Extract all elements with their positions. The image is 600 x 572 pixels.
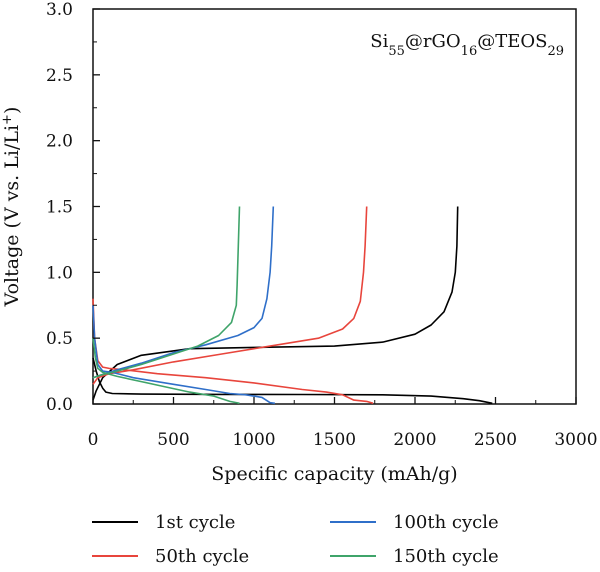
annotation-subscript: 55 (388, 44, 405, 59)
annotation-text: Si (370, 31, 388, 52)
x-tick-label: 2500 (474, 430, 517, 450)
series-1st-cycle-discharge (92, 357, 493, 405)
legend-label-150th-cycle: 150th cycle (393, 546, 499, 567)
annotation-subscript: 16 (461, 44, 478, 59)
y-tick-label: 1.0 (46, 263, 73, 283)
y-axis-title: Voltage (V vs. Li/Li+) (0, 107, 23, 308)
x-tick-label: 500 (157, 430, 189, 450)
legend-item-1st-cycle: 1st cycle (92, 512, 235, 533)
legend-item-100th-cycle: 100th cycle (330, 512, 499, 533)
legend-item-150th-cycle: 150th cycle (330, 546, 499, 567)
x-tick-label: 1500 (313, 430, 356, 450)
series-150th-cycle-charge (92, 206, 241, 379)
y-tick-label: 0.5 (46, 329, 73, 349)
annotation-text: @TEOS (477, 31, 547, 52)
series-layer (92, 206, 493, 405)
annotation-text: @rGO (405, 31, 461, 52)
y-tick-label: 1.5 (46, 198, 73, 218)
series-150th-cycle-discharge (92, 338, 240, 405)
y-tick-label: 0.0 (46, 395, 73, 415)
series-1st-cycle-charge (92, 206, 459, 401)
sample-annotation: Si55@rGO16@TEOS29 (370, 31, 564, 59)
x-tick-label: 1000 (232, 430, 275, 450)
y-tick-label: 2.5 (46, 66, 73, 86)
x-tick-label: 3000 (554, 430, 597, 450)
ticks-layer: 0 500 1000 1500 2000 2500 3000 0.0 0.5 1.0 1.5 2.0 2… (46, 0, 598, 450)
plot-frame (92, 8, 577, 405)
legend-item-50th-cycle: 50th cycle (92, 546, 249, 567)
y-tick-label: 2.0 (46, 132, 73, 152)
series-100th-cycle-discharge (92, 305, 275, 405)
x-axis-title: Specific capacity (mAh/g) (211, 463, 457, 485)
x-tick-label: 2000 (393, 430, 436, 450)
legend-label-50th-cycle: 50th cycle (155, 546, 249, 567)
y-axis-title-sup: + (0, 114, 15, 125)
annotation-subscript: 29 (547, 44, 564, 59)
plot-area: 0 500 1000 1500 2000 2500 3000 0.0 0.5 1.0 1.5 2.0 2… (46, 0, 598, 450)
legend-label-1st-cycle: 1st cycle (155, 512, 235, 533)
legend-label-100th-cycle: 100th cycle (393, 512, 499, 533)
series-100th-cycle-charge (92, 206, 275, 379)
legend: 1st cycle 100th cycle 50th cycle 150th c… (92, 512, 499, 567)
y-tick-label: 3.0 (46, 0, 73, 20)
y-axis-title-end: ) (1, 107, 23, 114)
x-tick-label: 0 (88, 430, 99, 450)
y-axis-title-main: Voltage (V vs. Li/Li (1, 125, 23, 307)
series-50th-cycle-discharge (92, 298, 374, 405)
